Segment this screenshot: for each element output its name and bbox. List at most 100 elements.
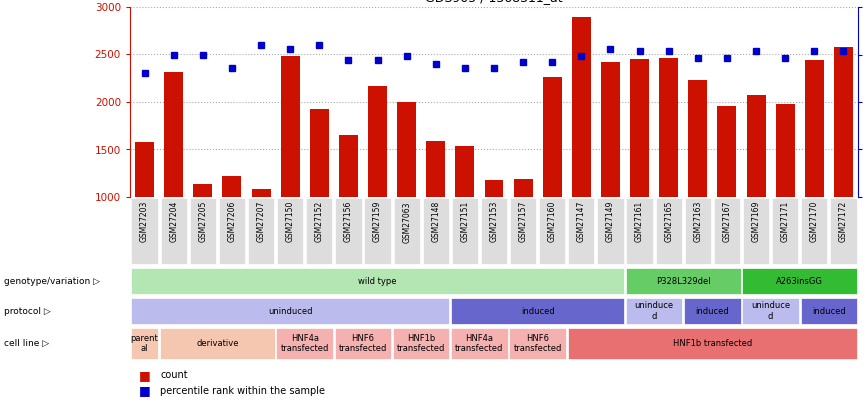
Bar (484, 180, 503, 197)
Bar (542, 77, 562, 197)
Text: GSM27148: GSM27148 (431, 201, 440, 242)
Text: GSM27156: GSM27156 (344, 201, 353, 243)
Bar (685, 198, 711, 264)
Text: GSM27160: GSM27160 (548, 201, 556, 243)
Text: HNF6
transfected: HNF6 transfected (514, 334, 562, 353)
Bar (277, 198, 303, 264)
Text: ■: ■ (139, 369, 150, 382)
Bar (164, 72, 183, 197)
Text: HNF4a
transfected: HNF4a transfected (455, 334, 503, 353)
Bar (572, 17, 591, 197)
Text: GSM27167: GSM27167 (722, 201, 732, 243)
Bar (805, 60, 824, 197)
Bar (194, 184, 213, 197)
Bar (248, 198, 274, 264)
Text: GSM27169: GSM27169 (752, 201, 760, 243)
Text: GSM27147: GSM27147 (577, 201, 586, 243)
Bar (597, 198, 623, 264)
Bar (626, 268, 740, 294)
Bar (746, 95, 766, 197)
Bar (161, 198, 187, 264)
Bar (252, 190, 271, 197)
Text: GSM27157: GSM27157 (518, 201, 528, 243)
Bar (131, 198, 158, 264)
Bar (335, 328, 391, 359)
Text: A263insGG: A263insGG (776, 277, 823, 286)
Text: protocol ▷: protocol ▷ (4, 307, 51, 315)
Bar (568, 328, 857, 359)
Text: HNF1b transfected: HNF1b transfected (673, 339, 752, 348)
Text: uninduced: uninduced (268, 307, 312, 315)
Bar (219, 198, 245, 264)
Text: P328L329del: P328L329del (656, 277, 711, 286)
Bar (335, 198, 361, 264)
Text: induced: induced (521, 307, 555, 315)
Bar (310, 109, 329, 197)
Bar (131, 298, 450, 324)
Bar (742, 268, 857, 294)
Text: HNF4a
transfected: HNF4a transfected (280, 334, 329, 353)
Bar (393, 198, 420, 264)
Text: GSM27149: GSM27149 (606, 201, 615, 243)
Bar (539, 198, 565, 264)
Bar (601, 62, 620, 197)
Bar (368, 86, 387, 197)
Bar (423, 198, 449, 264)
Bar (160, 328, 275, 359)
Bar (131, 268, 624, 294)
Text: GSM27152: GSM27152 (315, 201, 324, 242)
Text: uninduce
d: uninduce d (751, 301, 790, 321)
Bar (306, 198, 332, 264)
Bar (684, 298, 740, 324)
Text: GSM27153: GSM27153 (490, 201, 498, 243)
Text: HNF6
transfected: HNF6 transfected (339, 334, 387, 353)
Bar (451, 298, 624, 324)
Bar (339, 135, 358, 197)
Bar (569, 198, 595, 264)
Text: genotype/variation ▷: genotype/variation ▷ (4, 277, 101, 286)
Bar (776, 104, 795, 197)
Bar (655, 198, 682, 264)
Text: percentile rank within the sample: percentile rank within the sample (161, 386, 326, 396)
Bar (135, 142, 154, 197)
Bar (190, 198, 216, 264)
Bar (426, 141, 445, 197)
Text: GSM27161: GSM27161 (635, 201, 644, 242)
Bar (773, 198, 799, 264)
Text: induced: induced (695, 307, 729, 315)
Bar (627, 198, 653, 264)
Bar (510, 328, 566, 359)
Text: GSM27171: GSM27171 (780, 201, 790, 242)
Bar (131, 328, 158, 359)
Text: GSM27204: GSM27204 (169, 201, 178, 243)
Text: HNF1b
transfected: HNF1b transfected (397, 334, 445, 353)
Text: GSM27203: GSM27203 (140, 201, 149, 243)
Bar (688, 80, 707, 197)
Bar (398, 102, 416, 197)
Text: GSM27150: GSM27150 (286, 201, 294, 243)
Bar (626, 298, 682, 324)
Bar (660, 58, 678, 197)
Text: GSM27206: GSM27206 (227, 201, 236, 243)
Text: GSM27159: GSM27159 (373, 201, 382, 243)
Text: wild type: wild type (358, 277, 397, 286)
Bar (481, 198, 507, 264)
Bar (630, 59, 649, 197)
Bar (280, 56, 299, 197)
Text: cell line ▷: cell line ▷ (4, 339, 49, 348)
Text: GSM27063: GSM27063 (402, 201, 411, 243)
Text: GSM27151: GSM27151 (460, 201, 470, 242)
Bar (456, 146, 474, 197)
Bar (451, 198, 478, 264)
Text: uninduce
d: uninduce d (635, 301, 674, 321)
Bar (718, 106, 736, 197)
Text: ■: ■ (139, 384, 150, 397)
Bar (800, 298, 857, 324)
Bar (514, 179, 533, 197)
Text: GSM27172: GSM27172 (839, 201, 848, 242)
Bar (222, 176, 241, 197)
Text: GSM27207: GSM27207 (257, 201, 266, 243)
Bar (743, 198, 769, 264)
Bar (801, 198, 827, 264)
Text: GSM27205: GSM27205 (198, 201, 207, 243)
